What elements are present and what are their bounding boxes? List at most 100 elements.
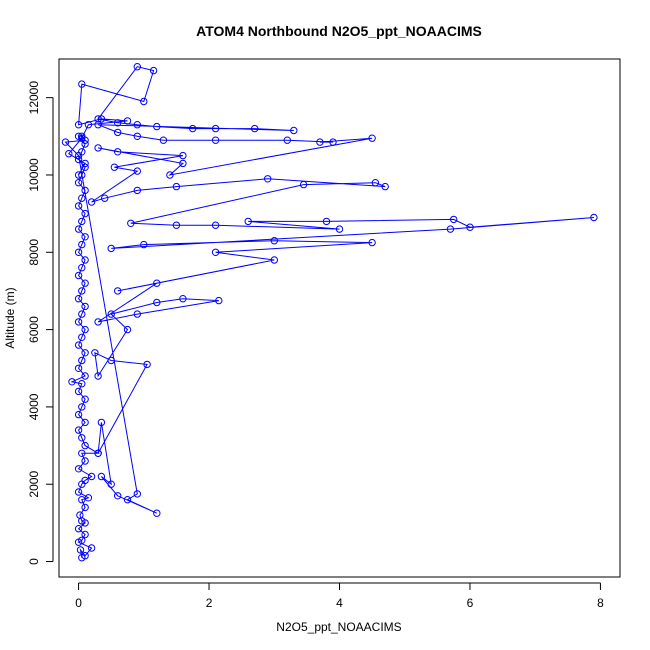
- data-point: [81, 302, 89, 311]
- data-point: [215, 296, 223, 305]
- data-point: [76, 511, 84, 519]
- data-point: [78, 403, 86, 411]
- data-layer: [61, 62, 598, 562]
- data-point: [74, 488, 83, 496]
- data-point: [179, 159, 187, 168]
- data-point: [78, 536, 86, 544]
- data-point: [123, 325, 132, 334]
- data-point: [133, 132, 142, 141]
- data-point: [78, 264, 86, 272]
- data-point: [84, 121, 93, 129]
- data-point: [61, 138, 70, 146]
- data-point: [84, 494, 93, 502]
- data-point: [87, 472, 96, 481]
- data-point: [74, 295, 83, 303]
- data-point: [81, 349, 89, 357]
- data-point: [81, 325, 89, 334]
- data-point: [97, 472, 106, 481]
- data-point: [94, 372, 102, 380]
- data-point: [81, 163, 89, 171]
- data-point: [81, 140, 89, 148]
- data-point: [94, 115, 102, 123]
- x-tick-label: 4: [336, 596, 343, 610]
- data-point: [81, 395, 89, 403]
- data-point: [81, 372, 89, 380]
- y-tick-label: 0: [27, 558, 41, 565]
- data-point: [74, 155, 83, 164]
- data-point: [78, 380, 86, 388]
- y-tick-label: 8000: [27, 239, 41, 266]
- data-point: [65, 150, 73, 158]
- data-point: [81, 159, 89, 168]
- data-point: [81, 233, 89, 241]
- data-point: [78, 287, 86, 295]
- y-axis: 0 2000 4000 6000 8000 10000 12000: [27, 81, 54, 565]
- data-point: [91, 349, 99, 357]
- data-point: [140, 240, 148, 249]
- data-point: [78, 80, 86, 88]
- data-point: [140, 97, 148, 106]
- data-point: [133, 186, 142, 195]
- data-point: [244, 217, 252, 226]
- data-point: [133, 167, 142, 175]
- series-line: [64, 66, 594, 558]
- data-point: [211, 124, 220, 133]
- data-point: [81, 530, 89, 539]
- data-point: [179, 295, 187, 303]
- data-point: [78, 194, 86, 202]
- data-point: [74, 248, 83, 257]
- data-point: [87, 544, 96, 552]
- data-point: [78, 356, 86, 365]
- data-point: [74, 151, 83, 160]
- data-point: [211, 136, 220, 144]
- data-point: [74, 364, 83, 372]
- data-point: [211, 221, 220, 229]
- data-point: [133, 310, 142, 318]
- data-point: [78, 449, 86, 457]
- data-point: [153, 298, 161, 307]
- data-point: [450, 215, 458, 224]
- data-point: [107, 310, 115, 318]
- data-point: [81, 186, 89, 195]
- data-point: [149, 66, 158, 75]
- data-point: [172, 182, 181, 191]
- data-point: [107, 480, 115, 488]
- data-point: [78, 434, 86, 442]
- data-point: [81, 476, 89, 485]
- data-point: [81, 441, 89, 450]
- data-point: [74, 121, 83, 129]
- data-point: [114, 119, 122, 127]
- y-tick-label: 2000: [27, 471, 41, 498]
- y-tick-label: 10000: [27, 158, 41, 192]
- y-tick-label: 4000: [27, 393, 41, 420]
- data-point: [74, 225, 83, 233]
- data-point: [153, 279, 161, 287]
- data-point: [81, 552, 89, 560]
- data-point: [78, 171, 86, 179]
- data-point: [283, 136, 291, 144]
- data-point: [74, 387, 83, 396]
- data-point: [127, 219, 135, 228]
- data-point: [94, 449, 102, 457]
- data-point: [94, 121, 102, 129]
- y-axis-label: Altitude (m): [3, 287, 17, 348]
- data-point: [114, 128, 122, 137]
- data-point: [172, 221, 181, 229]
- data-point: [74, 525, 83, 533]
- data-point: [290, 126, 298, 135]
- data-point: [74, 179, 83, 187]
- data-point: [381, 182, 389, 191]
- chart-title: ATOM4 Northbound N2O5_ppt_NOAACIMS: [196, 23, 482, 39]
- data-point: [101, 194, 109, 202]
- data-point: [107, 244, 115, 253]
- data-point: [329, 138, 337, 146]
- data-point: [78, 496, 86, 504]
- data-point: [123, 117, 132, 125]
- data-point: [74, 271, 83, 280]
- data-point: [133, 121, 142, 129]
- data-point: [107, 356, 115, 365]
- data-point: [74, 410, 83, 419]
- data-point: [368, 134, 376, 142]
- data-point: [270, 237, 278, 245]
